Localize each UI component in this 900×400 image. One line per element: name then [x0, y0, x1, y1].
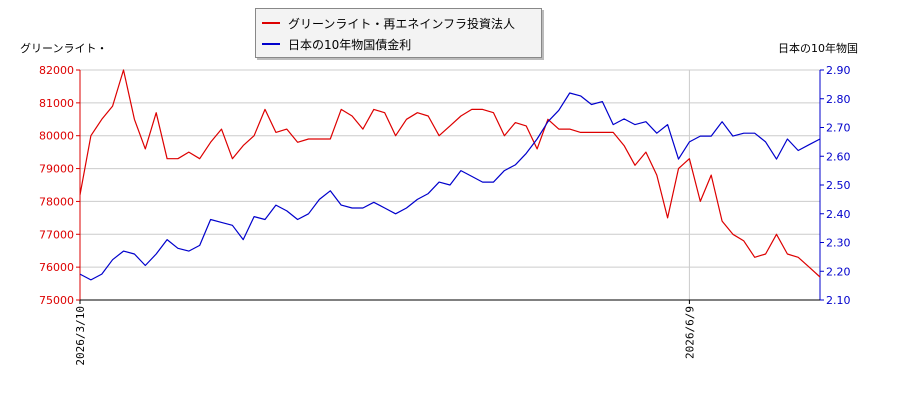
- left-tick-label: 81000: [39, 97, 74, 110]
- x-tick-label: 2026/3/10: [74, 306, 87, 366]
- legend-item-jgb: 日本の10年物国債金利: [262, 35, 411, 53]
- legend-swatch-stock: [262, 22, 280, 24]
- right-tick-label: 2.80: [826, 93, 851, 106]
- right-tick-label: 2.10: [826, 294, 851, 307]
- left-tick-label: 77000: [39, 228, 74, 241]
- left-tick-label: 82000: [39, 64, 74, 77]
- left-tick-label: 78000: [39, 195, 74, 208]
- right-tick-label: 2.40: [826, 208, 851, 221]
- right-tick-label: 2.30: [826, 237, 851, 250]
- right-tick-label: 2.20: [826, 265, 851, 278]
- right-axis-label: 日本の10年物国: [778, 42, 858, 55]
- right-tick-label: 2.50: [826, 179, 851, 192]
- left-tick-label: 79000: [39, 163, 74, 176]
- right-tick-label: 2.70: [826, 122, 851, 135]
- left-axis-label: グリーンライト・: [20, 42, 108, 55]
- legend-label-jgb: 日本の10年物国債金利: [288, 37, 412, 52]
- legend-item-stock: グリーンライト・再エネインフラ投資法人: [262, 14, 515, 32]
- left-tick-label: 75000: [39, 294, 74, 307]
- right-tick-label: 2.90: [826, 64, 851, 77]
- legend-label-stock: グリーンライト・再エネインフラ投資法人: [288, 16, 516, 31]
- series-line-stock-price: [79, 69, 821, 278]
- legend-swatch-jgb: [262, 43, 280, 45]
- series-line-jgb-yield: [79, 92, 821, 281]
- right-tick-label: 2.60: [826, 150, 851, 163]
- left-tick-label: 76000: [39, 261, 74, 274]
- left-tick-label: 80000: [39, 130, 74, 143]
- x-tick-label: 2026/6/9: [683, 306, 696, 359]
- legend: グリーンライト・再エネインフラ投資法人 日本の10年物国債金利: [255, 8, 542, 58]
